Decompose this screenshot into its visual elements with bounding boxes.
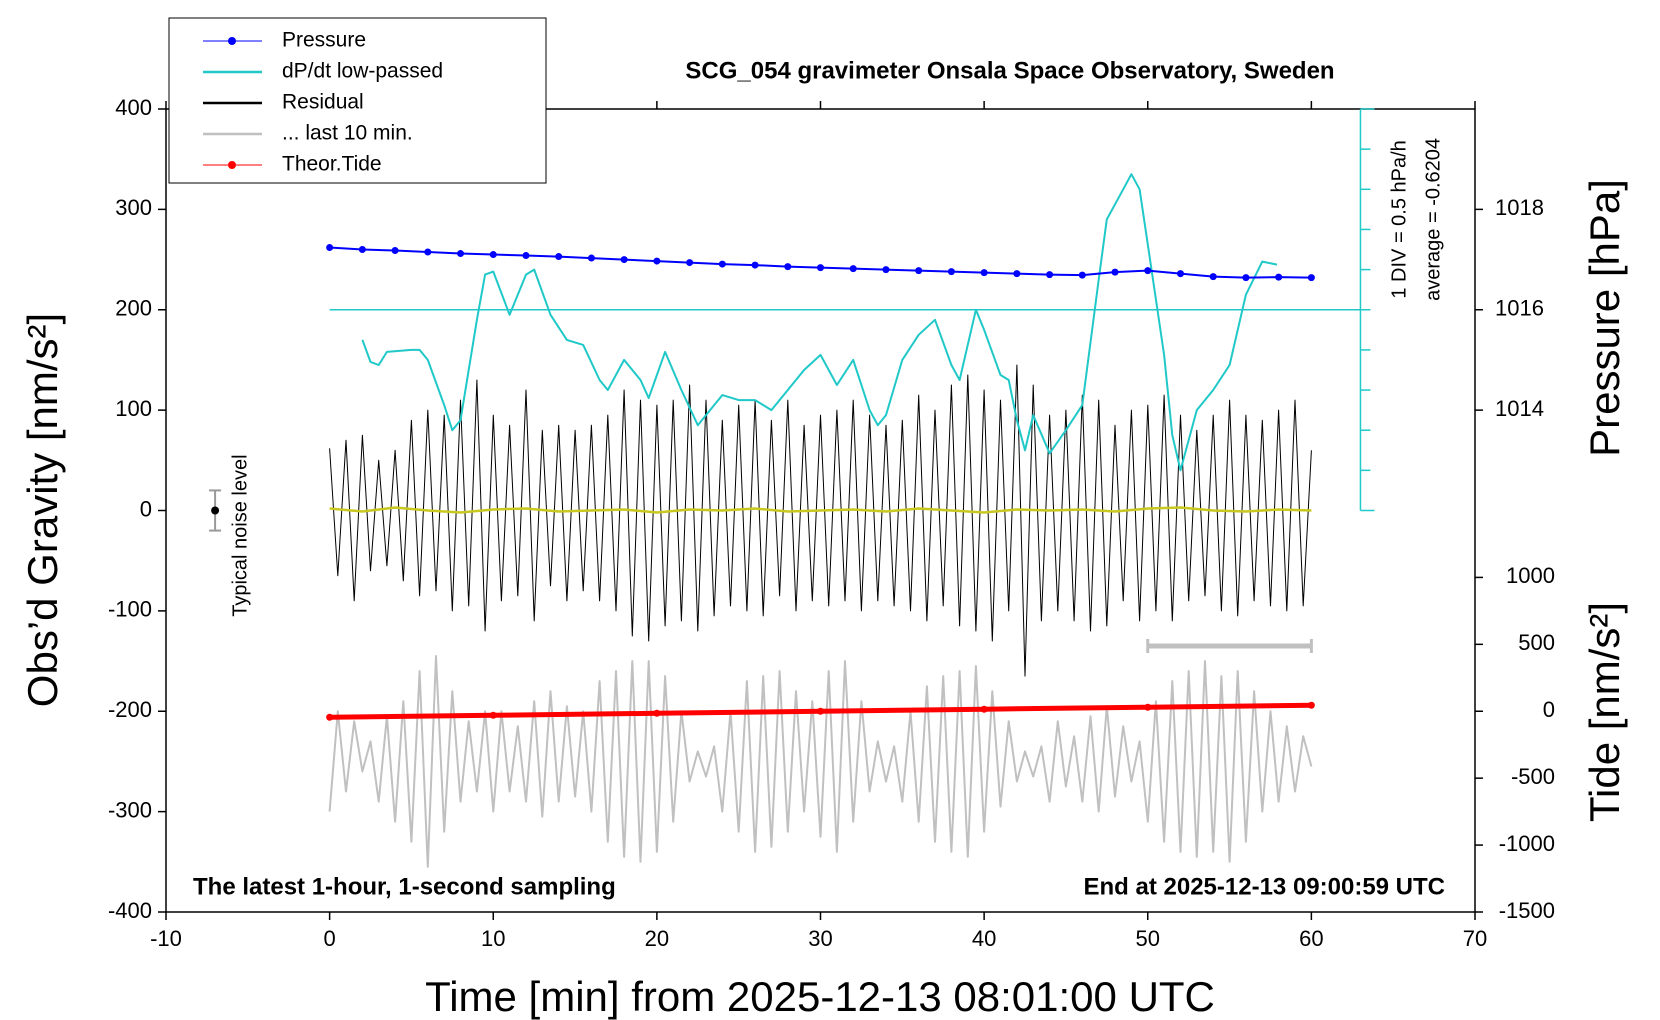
y-tick-label: 200 (115, 296, 152, 321)
x-tick-label: 0 (324, 926, 336, 951)
legend-dot (228, 37, 236, 45)
series-point (555, 253, 563, 261)
tide-tick-label: -1000 (1499, 831, 1555, 856)
series-point (1013, 270, 1021, 278)
x-tick-label: 60 (1299, 926, 1323, 951)
legend: Pressure dP/dt low-passed Residual ... last… (168, 17, 547, 184)
y-tick-label: 0 (140, 496, 152, 521)
series-point (686, 259, 694, 267)
series-point (915, 267, 923, 275)
x-tick-label: 10 (481, 926, 505, 951)
series-line (329, 246, 1312, 279)
series-point (1209, 273, 1217, 281)
y-axis-label: Obs’d Gravity [nm/s²] (19, 313, 66, 707)
y-tick-label: -400 (108, 898, 152, 923)
dpdt-average-label: average = -0.6204 (1423, 138, 1445, 301)
chart-title: SCG_054 gravimeter Onsala Space Observat… (685, 57, 1334, 84)
series-point (653, 709, 661, 717)
pressure-tick-label: 1018 (1495, 195, 1544, 220)
series-point (587, 254, 595, 262)
series-point (457, 250, 465, 258)
series-point (718, 260, 726, 268)
series-point (1144, 703, 1152, 711)
tide-tick-label: 500 (1518, 630, 1555, 655)
series-point (391, 247, 399, 255)
series-point (326, 244, 334, 252)
series-point (653, 257, 661, 265)
series-point (489, 251, 497, 259)
y-tick-label: -300 (108, 797, 152, 822)
x-tick-label: 30 (808, 926, 832, 951)
series-point (947, 268, 955, 276)
series-point (1078, 271, 1086, 279)
series-point (1176, 270, 1184, 278)
series-line (329, 364, 1312, 677)
x-tick-label: 50 (1136, 926, 1160, 951)
annotation: The latest 1-hour, 1-second sampling (193, 873, 616, 900)
tide-tick-label: 0 (1543, 697, 1555, 722)
legend-label: Residual (282, 91, 364, 114)
series-point (522, 252, 530, 260)
series-point (326, 713, 334, 721)
series-point (1144, 267, 1152, 275)
series-point (980, 269, 988, 277)
series-point (1111, 268, 1119, 276)
legend-dot (228, 161, 236, 169)
series-point (784, 263, 792, 271)
series-point (980, 705, 988, 713)
y-tick-label: 400 (115, 95, 152, 120)
x-tick-label: 20 (645, 926, 669, 951)
x-tick-label: 40 (972, 926, 996, 951)
series-line (328, 655, 1313, 868)
series-point (1307, 701, 1315, 709)
series-point (751, 261, 759, 269)
tide-tick-label: 1000 (1506, 563, 1555, 588)
legend-label: ... last 10 min. (282, 122, 413, 145)
series-point (1242, 274, 1250, 282)
tide-tick-label: -1500 (1499, 898, 1555, 923)
legend-label: Pressure (282, 29, 366, 52)
tide-axis-label: Tide [nm/s²] (1581, 602, 1628, 822)
series-point (849, 265, 857, 273)
series-point (358, 246, 366, 254)
series-point (620, 256, 628, 264)
annotation: End at 2025-12-13 09:00:59 UTC (1084, 873, 1446, 900)
y-tick-label: -200 (108, 697, 152, 722)
series-point (1275, 273, 1283, 281)
series-point (882, 266, 890, 274)
overlay-line (329, 506, 1312, 514)
series-point (1046, 271, 1054, 279)
series-point (817, 707, 824, 715)
noise-label: Typical noise level (229, 454, 251, 616)
series-point (489, 711, 497, 719)
legend-label: dP/dt low-passed (282, 60, 443, 83)
y-tick-label: -100 (108, 597, 152, 622)
y-tick-label: 300 (115, 195, 152, 220)
series-point (1307, 274, 1315, 282)
pressure-tick-label: 1016 (1495, 296, 1544, 321)
x-axis-label: Time [min] from 2025-12-13 08:01:00 UTC (425, 973, 1215, 1020)
noise-point (211, 506, 220, 515)
x-tick-label: -10 (150, 926, 182, 951)
series-point (817, 264, 824, 272)
x-tick-label: 70 (1463, 926, 1487, 951)
dpdt-div-label: 1 DIV = 0.5 hPa/h (1389, 140, 1411, 298)
tide-tick-label: -500 (1511, 764, 1555, 789)
y-tick-label: 100 (115, 396, 152, 421)
legend-label: Theor.Tide (282, 153, 382, 176)
series-line (361, 173, 1278, 472)
series-point (424, 248, 432, 256)
pressure-tick-label: 1014 (1495, 396, 1544, 421)
legend-box (168, 17, 547, 184)
pressure-axis-label: Pressure [hPa] (1581, 179, 1628, 457)
